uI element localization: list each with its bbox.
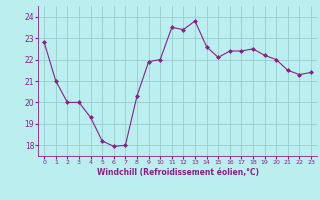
X-axis label: Windchill (Refroidissement éolien,°C): Windchill (Refroidissement éolien,°C) [97,168,259,177]
